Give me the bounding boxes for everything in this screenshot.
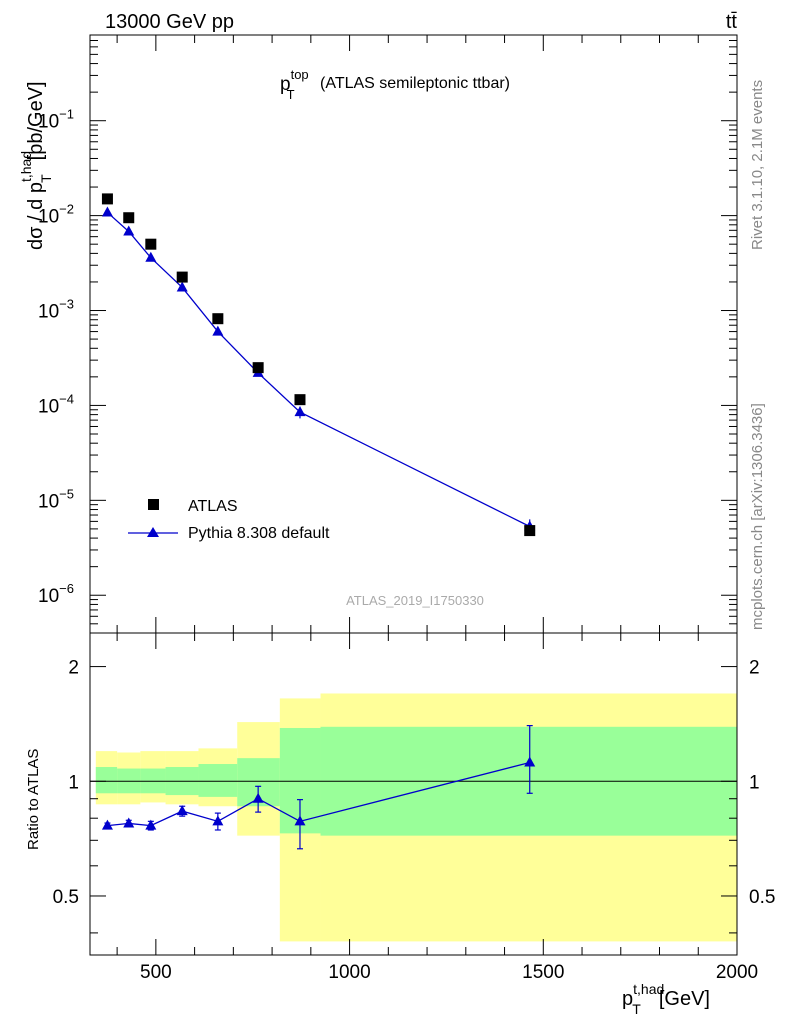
- ratio-xlabel-unit: [GeV]: [659, 988, 710, 1010]
- pythia-point: [123, 225, 135, 236]
- ratio-ytick-label-right: 0.5: [749, 887, 775, 908]
- ratio-point: [294, 815, 306, 826]
- plot-title: ptop T (ATLAS semileptonic ttbar): [280, 67, 510, 104]
- atlas-point: [145, 238, 157, 250]
- ratio-point: [212, 815, 224, 826]
- legend-label-pythia: Pythia 8.308 default: [188, 525, 330, 542]
- energy-label: 13000 GeV pp: [105, 11, 234, 33]
- main-plot-frame: [89, 34, 738, 634]
- main-ylabel-sub: T: [38, 174, 54, 183]
- pythia-point: [294, 406, 306, 417]
- atlas-point: [176, 271, 188, 283]
- analysis-watermark: ATLAS_2019_I1750330: [346, 593, 484, 608]
- pythia-line: [107, 211, 531, 528]
- plot-title-rest: (ATLAS semileptonic ttbar): [320, 75, 510, 92]
- atlas-point: [101, 193, 113, 205]
- legend-marker-pythia: [147, 527, 159, 537]
- pythia-point: [145, 251, 157, 262]
- atlas-point: [123, 212, 135, 224]
- ratio-ytick-label: 2: [68, 658, 79, 679]
- ratio-xlabel: pt,had T [GeV]: [622, 981, 710, 1017]
- ratio-xtick-label: 500: [140, 962, 172, 983]
- ratio-bands: [95, 693, 737, 942]
- ratio-ytick-label-right: 1: [749, 772, 760, 793]
- ratio-ytick-label: 0.5: [53, 887, 79, 908]
- ratio-panel: 0.5 0.5 1 1 2 2 500 1000 1500 2000 Ratio to ATLAS…: [25, 632, 776, 1017]
- main-ylabel-main: dσ / d p: [25, 182, 47, 250]
- main-ytick-label: 10−3: [38, 297, 74, 323]
- ratio-point: [176, 805, 188, 816]
- side-label-bottom: mcplots.cern.ch [arXiv:1306.3436]: [749, 403, 766, 630]
- pythia-point: [101, 206, 113, 217]
- main-ytick-label: 10−5: [38, 486, 74, 512]
- ratio-xlabel-sub: T: [632, 1001, 641, 1017]
- main-ytick-label: 10−2: [38, 202, 74, 228]
- ratio-tick-labels: 0.5 0.5 1 1 2 2 500 1000 1500 2000: [53, 658, 776, 983]
- uncertainty-band-green: [95, 767, 118, 794]
- main-ylabel-unit: [pb/GeV]: [25, 81, 47, 160]
- legend-label-atlas: ATLAS: [188, 498, 238, 515]
- ratio-xtick-label: 2000: [716, 962, 758, 983]
- main-ylabel-sup: t,had: [18, 151, 34, 182]
- ratio-line: [107, 761, 530, 827]
- ratio-plot-frame: [89, 632, 738, 956]
- side-label-top: Rivet 3.1.10, 2.1M events: [749, 80, 766, 250]
- ratio-xtick-label: 1000: [328, 962, 370, 983]
- plot-title-main: p: [280, 74, 291, 95]
- ratio-xtick-label: 1500: [522, 962, 564, 983]
- legend: ATLAS Pythia 8.308 default: [128, 498, 330, 542]
- ratio-ytick-label: 1: [68, 772, 79, 793]
- main-panel: 10−6 10−5 10−4 10−3 10−2 10−1 ptop T (ATLAS se…: [18, 34, 738, 634]
- main-series: [101, 193, 536, 537]
- ratio-point: [524, 756, 536, 767]
- atlas-point: [252, 362, 264, 374]
- main-ytick-label: 10−1: [38, 107, 74, 133]
- ratio-point: [252, 792, 264, 803]
- ratio-point: [101, 819, 113, 830]
- ratio-ylabel: Ratio to ATLAS: [25, 749, 42, 850]
- process-label: tt̄: [726, 11, 738, 33]
- ratio-point: [123, 817, 135, 828]
- atlas-point: [212, 313, 224, 325]
- atlas-point: [294, 394, 306, 406]
- ratio-xlabel-sup: t,had: [633, 981, 664, 997]
- plot-title-sup: top: [291, 67, 309, 82]
- pythia-point: [212, 325, 224, 336]
- ratio-xlabel-main: p: [622, 988, 633, 1010]
- main-ytick-labels: 10−6 10−5 10−4 10−3 10−2 10−1: [38, 107, 74, 608]
- main-ytick-label: 10−4: [38, 391, 74, 417]
- ratio-ticks: [90, 633, 738, 955]
- ratio-series: [101, 725, 536, 850]
- main-ytick-label: 10−6: [38, 581, 74, 607]
- ratio-ytick-label-right: 2: [749, 658, 760, 679]
- main-ticks: [90, 34, 738, 634]
- main-ylabel: dσ / d pt,had T [pb/GeV]: [18, 81, 54, 250]
- legend-marker-atlas: [148, 499, 159, 510]
- plot-title-sub: T: [287, 87, 295, 102]
- pythia-point: [176, 281, 188, 292]
- atlas-point: [524, 525, 536, 537]
- uncertainty-band-green: [198, 764, 238, 797]
- ratio-point: [145, 819, 157, 830]
